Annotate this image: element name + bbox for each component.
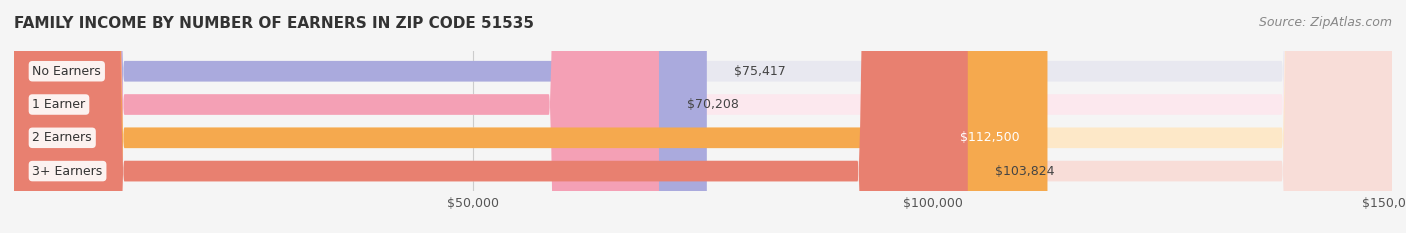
Text: $103,824: $103,824 [995, 164, 1054, 178]
FancyBboxPatch shape [14, 0, 1392, 233]
Text: 3+ Earners: 3+ Earners [32, 164, 103, 178]
FancyBboxPatch shape [14, 0, 1392, 233]
Text: Source: ZipAtlas.com: Source: ZipAtlas.com [1258, 16, 1392, 29]
Text: 2 Earners: 2 Earners [32, 131, 91, 144]
Text: No Earners: No Earners [32, 65, 101, 78]
FancyBboxPatch shape [14, 0, 659, 233]
FancyBboxPatch shape [14, 0, 1047, 233]
FancyBboxPatch shape [14, 0, 1392, 233]
Text: 1 Earner: 1 Earner [32, 98, 86, 111]
Text: $75,417: $75,417 [734, 65, 786, 78]
FancyBboxPatch shape [14, 0, 1392, 233]
Text: $112,500: $112,500 [960, 131, 1019, 144]
FancyBboxPatch shape [14, 0, 967, 233]
FancyBboxPatch shape [14, 0, 707, 233]
Text: $70,208: $70,208 [686, 98, 738, 111]
Text: FAMILY INCOME BY NUMBER OF EARNERS IN ZIP CODE 51535: FAMILY INCOME BY NUMBER OF EARNERS IN ZI… [14, 16, 534, 31]
